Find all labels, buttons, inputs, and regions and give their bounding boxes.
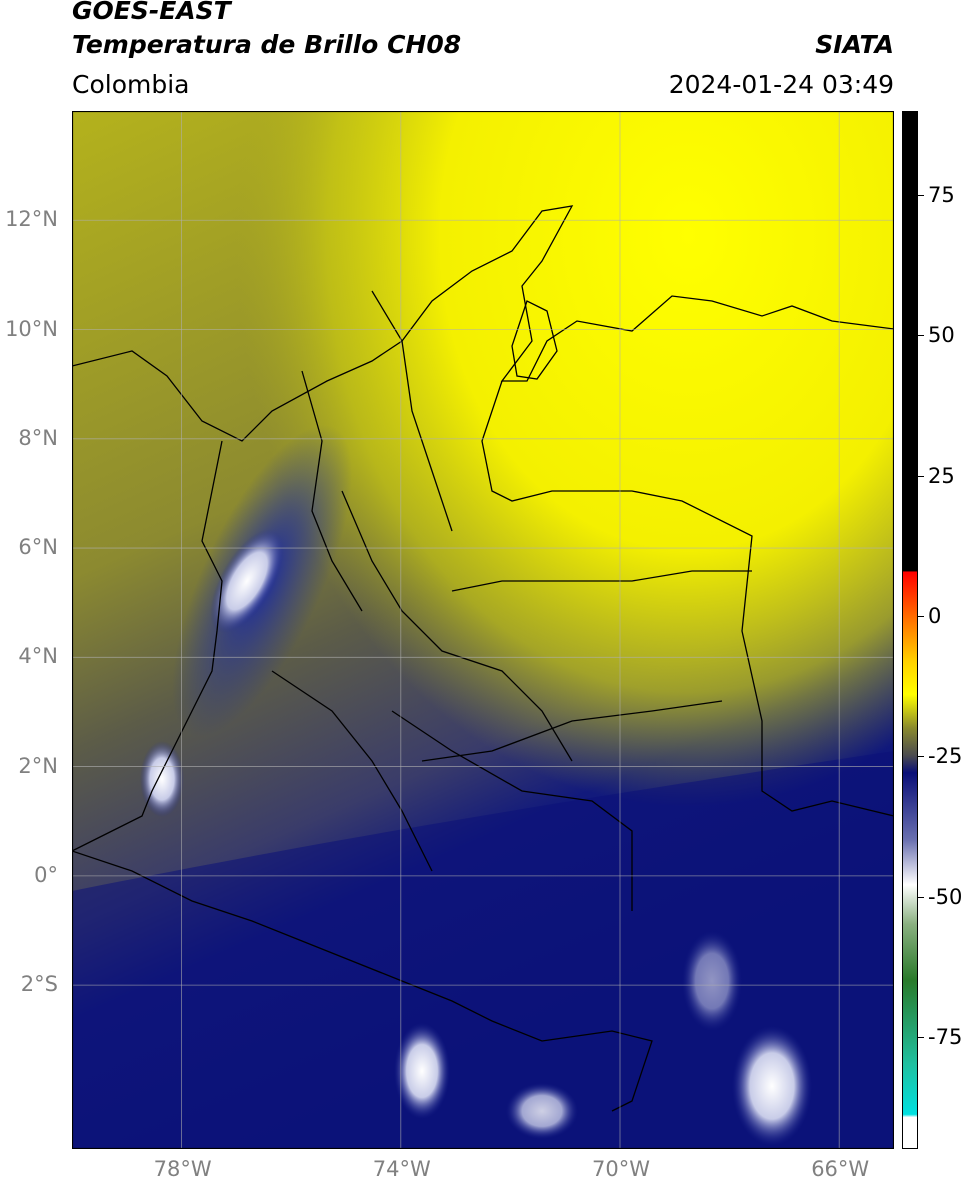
- southern-cold-band: [72, 751, 894, 1149]
- lake-maracaibo: [511, 300, 558, 380]
- lon-tick-label: 74°W: [372, 1157, 431, 1181]
- colorbar-tick: [918, 475, 924, 477]
- lat-tick-label: 0°: [34, 862, 58, 887]
- institution-label: SIATA: [815, 30, 894, 59]
- border-internal-4: [301, 370, 363, 612]
- lon-tick-label: 78°W: [153, 1157, 212, 1181]
- colorbar-tick-label: 75: [928, 183, 955, 208]
- colorbar-tick-label: 50: [928, 323, 955, 348]
- colorbar-tick: [918, 335, 924, 337]
- graticule: [72, 111, 894, 1149]
- lat-tick-label: 6°N: [18, 535, 58, 560]
- map-frame: [72, 111, 894, 1149]
- cold-cloud-top-3: [394, 1023, 450, 1119]
- coastline-pacific: [72, 440, 223, 852]
- colorbar-tick: [918, 615, 924, 617]
- border-internal-7: [421, 700, 723, 762]
- colorbar-tick-label: 25: [928, 463, 955, 488]
- product-title: Temperatura de Brillo CH08: [72, 30, 462, 59]
- cold-cloud-top-2: [140, 741, 184, 817]
- cold-cloud-top-6: [682, 931, 742, 1031]
- border-internal-2: [391, 710, 633, 911]
- cold-cloud-top-1: [210, 529, 284, 633]
- border-internal-1: [341, 490, 573, 762]
- lat-tick-label: 12°N: [5, 207, 58, 232]
- colorbar-tick-label: -50: [928, 884, 963, 909]
- colorbar-tick-label: -25: [928, 744, 963, 769]
- border-internal-3: [271, 670, 433, 872]
- lat-tick-label: 2°N: [18, 753, 58, 778]
- colorbar-tick: [918, 1036, 924, 1038]
- cold-cloud-top-4: [732, 1026, 812, 1146]
- border-colombia-east: [481, 380, 894, 817]
- border-colombia-south: [72, 850, 653, 1112]
- colorbar-tick: [918, 195, 924, 197]
- coastline-and-borders: [72, 205, 894, 1112]
- colorbar-tick: [918, 896, 924, 898]
- colorbar: [902, 111, 918, 1149]
- lon-tick-label: 70°W: [592, 1157, 650, 1181]
- cold-cloud-top-5: [506, 1083, 578, 1139]
- lat-tick-label: 8°N: [18, 425, 58, 450]
- lon-tick-label: 66°W: [811, 1157, 870, 1181]
- lat-tick-label: 4°N: [18, 644, 58, 669]
- datetime-label: 2024-01-24 03:49: [668, 70, 894, 99]
- coastline-caribbean: [72, 205, 894, 442]
- colorbar-tick-label: 0: [928, 603, 942, 628]
- border-internal-5: [371, 290, 453, 532]
- colorbar-tick-label: -75: [928, 1024, 963, 1049]
- brightness-temperature-map: [72, 111, 894, 1149]
- colorbar-tick: [918, 756, 924, 758]
- lat-tick-label: 10°N: [5, 316, 58, 341]
- lat-tick-label: 2°S: [20, 972, 58, 997]
- border-internal-6: [451, 570, 752, 592]
- satellite-title: GOES-EAST: [72, 0, 231, 25]
- region-label: Colombia: [72, 70, 190, 99]
